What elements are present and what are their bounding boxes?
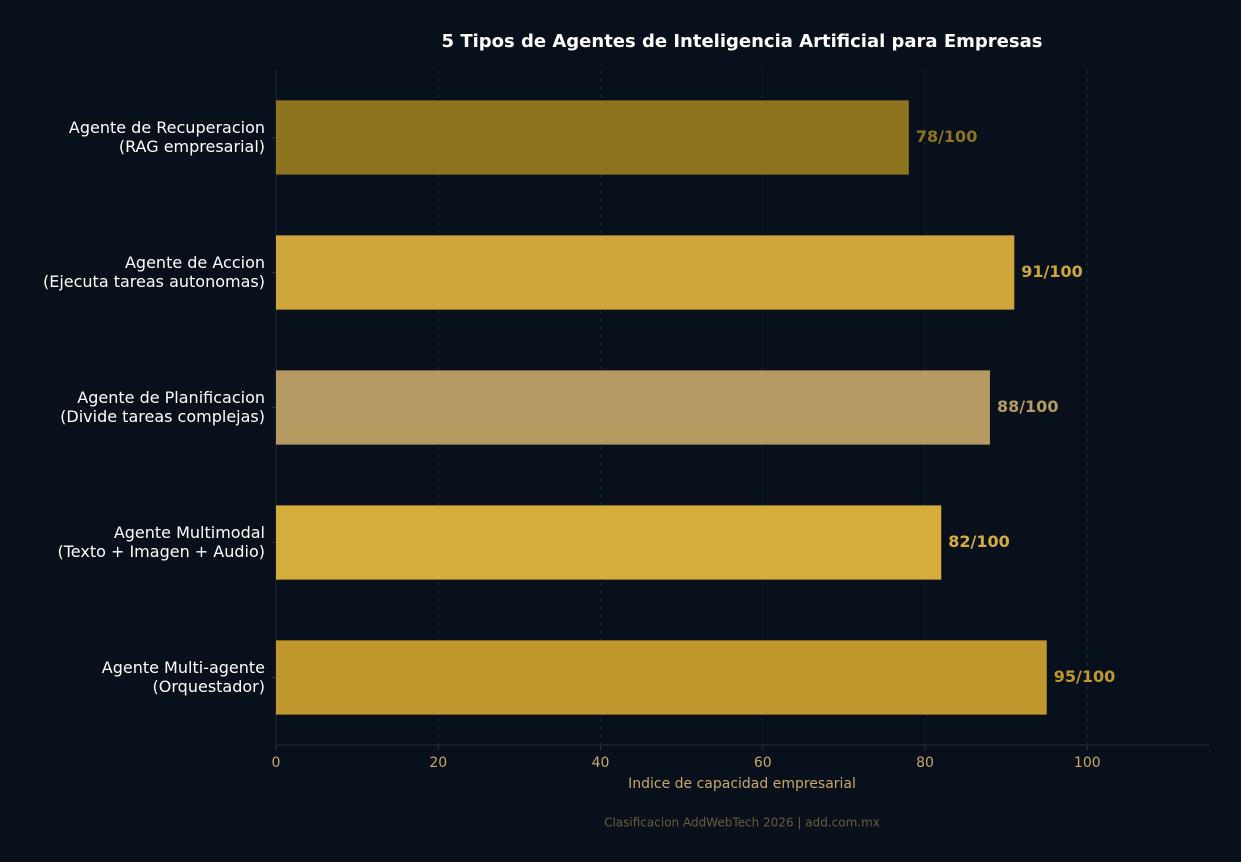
value-label: 91/100 <box>1021 262 1083 281</box>
x-tick-label: 40 <box>592 755 610 771</box>
x-tick-label: 0 <box>272 755 281 771</box>
bar <box>276 100 909 175</box>
footnote: Clasificacion AddWebTech 2026 | add.com.… <box>604 816 880 830</box>
y-tick-label: Agente Multi-agente (Orquestador) <box>102 657 265 695</box>
chart-title: 5 Tipos de Agentes de Inteligencia Artif… <box>442 31 1043 52</box>
bar <box>276 505 942 580</box>
y-tick-label: Agente de Recuperacion (RAG empresarial) <box>69 117 265 155</box>
value-label: 95/100 <box>1054 667 1116 686</box>
x-tick-label: 60 <box>754 755 772 771</box>
bar <box>276 370 990 445</box>
x-tick-label: 20 <box>429 755 447 771</box>
value-label: 78/100 <box>916 127 978 146</box>
y-tick-label: Agente de Planificacion (Divide tareas co… <box>60 387 265 425</box>
bar <box>276 235 1015 310</box>
y-tick-label: Agente Multimodal (Texto + Imagen + Audio… <box>57 522 265 560</box>
value-label: 82/100 <box>948 532 1010 551</box>
x-tick-label: 100 <box>1074 755 1101 771</box>
bar <box>276 640 1047 715</box>
value-label: 88/100 <box>997 397 1059 416</box>
x-axis-label: Indice de capacidad empresarial <box>628 776 856 792</box>
y-tick-label: Agente de Accion (Ejecuta tareas autonoma… <box>43 252 265 290</box>
x-tick-label: 80 <box>916 755 934 771</box>
